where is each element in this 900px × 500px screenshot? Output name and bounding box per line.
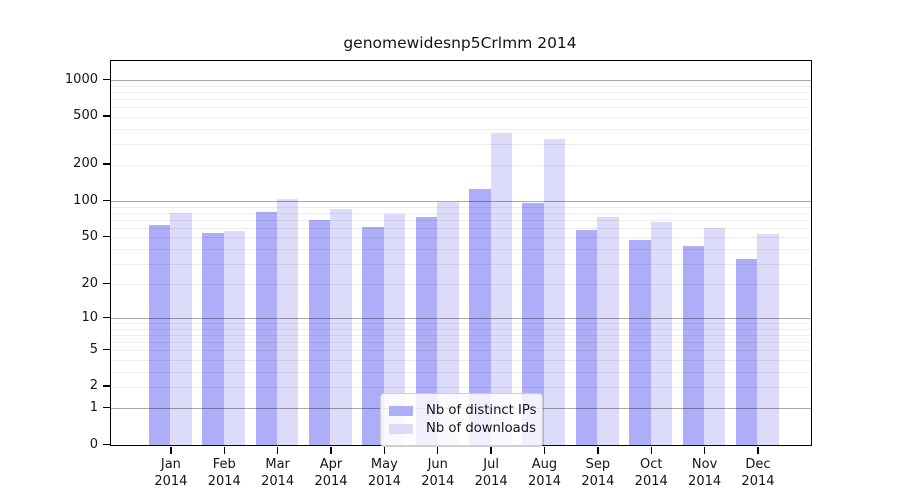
y-tick-label-100: 100	[73, 192, 98, 208]
y-tick-1	[103, 406, 110, 409]
legend-row-distinct-ips: Nb of distinct IPs	[387, 403, 537, 418]
x-tick-dec	[757, 447, 759, 455]
x-tick-feb	[223, 447, 225, 455]
y-tick-label-1: 1	[89, 399, 98, 415]
gridline-major-1000	[111, 80, 811, 82]
legend-label-downloads: Nb of downloads	[426, 421, 536, 436]
y-tick-20	[103, 282, 110, 285]
bar-distinct-ips-jan	[148, 225, 171, 445]
y-tick-label-200: 200	[73, 156, 98, 172]
chart-title: genomewidesnp5Crlmm 2014	[343, 34, 577, 52]
plot-area: Nb of distinct IPs Nb of downloads	[110, 60, 812, 447]
y-tick-label-1000: 1000	[64, 71, 98, 87]
y-tick-500	[103, 115, 110, 117]
y-tick-1000	[103, 78, 110, 81]
bar-distinct-ips-dec	[735, 258, 758, 445]
x-tick-may	[383, 447, 386, 455]
gridline-minor-90	[111, 206, 811, 208]
x-tick-label-aug: Aug 2014	[527, 457, 562, 489]
y-tick-200	[103, 163, 110, 165]
gridline-minor-200	[111, 164, 811, 166]
bar-distinct-ips-mar	[255, 212, 278, 445]
gridline-minor-600	[111, 107, 811, 109]
legend: Nb of distinct IPs Nb of downloads	[380, 393, 543, 447]
x-tick-nov	[703, 447, 706, 455]
legend-row-downloads: Nb of downloads	[387, 421, 536, 436]
bar-downloads-oct	[650, 222, 673, 445]
y-tick-100	[103, 199, 110, 202]
x-tick-label-feb: Feb 2014	[207, 457, 241, 489]
x-tick-sep	[597, 447, 599, 455]
bar-distinct-ips-sep	[575, 229, 598, 445]
bar-distinct-ips-aug	[522, 203, 544, 445]
bar-distinct-ips-nov	[682, 246, 704, 445]
y-tick-label-500: 500	[73, 108, 98, 124]
bar-downloads-dec	[757, 234, 779, 445]
legend-swatch-downloads	[389, 423, 413, 434]
bar-downloads-nov	[704, 227, 726, 445]
bar-downloads-sep	[597, 217, 619, 445]
y-tick-5	[103, 348, 110, 351]
gridline-minor-800	[111, 91, 811, 93]
bar-distinct-ips-apr	[309, 219, 331, 445]
bar-distinct-ips-may	[362, 227, 384, 445]
y-tick-label-2: 2	[89, 378, 98, 394]
bar-downloads-jan	[170, 212, 192, 445]
gridline-major-100	[111, 201, 811, 203]
x-tick-label-nov: Nov 2014	[688, 457, 722, 489]
y-tick-label-5: 5	[89, 341, 98, 357]
x-tick-jan	[170, 447, 172, 455]
x-tick-label-mar: Mar 2014	[261, 457, 295, 489]
y-tick-10	[103, 316, 110, 319]
gridline-minor-900	[111, 85, 811, 87]
bar-downloads-mar	[277, 199, 299, 445]
x-tick-label-oct: Oct 2014	[634, 457, 668, 489]
x-tick-aug	[543, 447, 546, 455]
x-tick-jun	[437, 447, 439, 455]
bar-downloads-aug	[543, 138, 566, 445]
y-tick-50	[103, 235, 110, 238]
y-tick-label-10: 10	[81, 309, 98, 325]
bar-distinct-ips-feb	[202, 233, 224, 445]
gridline-minor-80	[111, 212, 811, 214]
gridline-minor-700	[111, 99, 811, 101]
x-tick-label-jun: Jun 2014	[421, 457, 455, 489]
x-tick-label-jan: Jan 2014	[154, 457, 188, 489]
x-tick-label-dec: Dec 2014	[741, 457, 775, 489]
x-tick-label-sep: Sep 2014	[581, 457, 615, 489]
x-tick-jul	[490, 447, 492, 455]
gridline-minor-300	[111, 143, 811, 145]
x-tick-label-may: May 2014	[367, 457, 401, 489]
gridline-minor-400	[111, 128, 811, 130]
bar-downloads-jun	[437, 202, 459, 445]
gridline-minor-500	[111, 116, 811, 118]
bar-distinct-ips-jul	[469, 188, 491, 445]
legend-swatch-distinct-ips	[389, 405, 413, 416]
x-tick-oct	[650, 447, 652, 455]
x-tick-mar	[276, 447, 279, 455]
bar-downloads-may	[383, 213, 406, 445]
x-tick-label-apr: Apr 2014	[314, 457, 348, 489]
y-tick-label-20: 20	[81, 275, 98, 291]
x-tick-label-jul: Jul 2014	[474, 457, 508, 489]
bar-downloads-feb	[223, 230, 246, 445]
bar-downloads-jul	[490, 132, 512, 445]
bar-downloads-apr	[330, 209, 352, 445]
bar-distinct-ips-oct	[629, 239, 651, 445]
gridline-minor-70	[111, 219, 811, 221]
y-tick-label-50: 50	[81, 228, 98, 244]
y-tick-0	[103, 443, 110, 445]
bar-distinct-ips-jun	[415, 217, 438, 445]
y-tick-2	[103, 385, 110, 387]
y-tick-label-0: 0	[89, 436, 98, 452]
legend-label-distinct-ips: Nb of distinct IPs	[426, 403, 537, 418]
x-tick-apr	[330, 447, 332, 455]
